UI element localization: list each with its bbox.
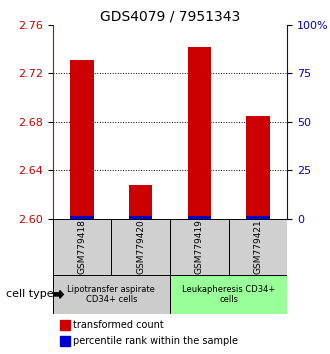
- Text: GSM779420: GSM779420: [136, 219, 145, 274]
- Text: Lipotransfer aspirate
CD34+ cells: Lipotransfer aspirate CD34+ cells: [67, 285, 155, 304]
- Bar: [53, 219, 112, 275]
- Bar: [70, 60, 94, 219]
- Text: GSM779421: GSM779421: [253, 219, 262, 274]
- Bar: [170, 219, 229, 275]
- Bar: [187, 216, 211, 219]
- Bar: [246, 116, 270, 219]
- Text: Leukapheresis CD34+
cells: Leukapheresis CD34+ cells: [182, 285, 275, 304]
- Bar: [60, 336, 70, 346]
- Bar: [187, 47, 211, 219]
- Bar: [60, 320, 70, 330]
- FancyArrow shape: [54, 291, 63, 298]
- Bar: [70, 216, 94, 219]
- Bar: [246, 216, 270, 219]
- Bar: [129, 216, 152, 219]
- Bar: [170, 275, 287, 314]
- Text: percentile rank within the sample: percentile rank within the sample: [73, 336, 238, 346]
- Text: transformed count: transformed count: [73, 320, 163, 330]
- Bar: [129, 185, 152, 219]
- Title: GDS4079 / 7951343: GDS4079 / 7951343: [100, 10, 240, 24]
- Bar: [53, 275, 170, 314]
- Bar: [112, 219, 170, 275]
- Bar: [228, 219, 287, 275]
- Text: GSM779418: GSM779418: [78, 219, 86, 274]
- Text: GSM779419: GSM779419: [195, 219, 204, 274]
- Text: cell type: cell type: [6, 289, 54, 299]
